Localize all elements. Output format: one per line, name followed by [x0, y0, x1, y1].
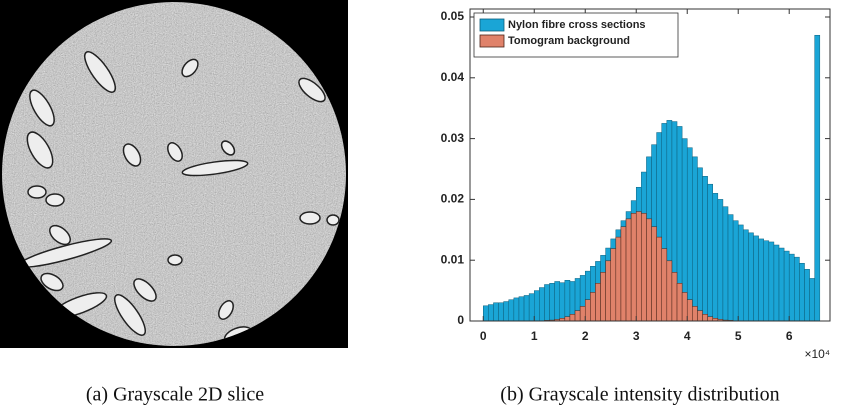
bar: [758, 238, 764, 322]
caption: (a) Grayscale 2D slice: [86, 384, 264, 406]
bar: [686, 147, 693, 322]
bar: [783, 250, 790, 322]
bar: [630, 213, 637, 322]
bar: [707, 316, 713, 322]
y-tick-label: 0.01: [441, 252, 465, 266]
bar: [788, 253, 795, 322]
x-tick-label: 0: [480, 329, 487, 343]
bar: [493, 302, 499, 322]
y-tick-label: 0.02: [441, 192, 465, 206]
bar: [737, 224, 744, 322]
bar: [809, 278, 815, 322]
bar: [615, 236, 622, 322]
bar: [528, 293, 535, 322]
bar: [753, 235, 759, 322]
bar: [564, 316, 571, 322]
bar: [488, 304, 494, 322]
bar: [513, 297, 520, 322]
x-tick-label: 6: [786, 329, 793, 343]
bar: [743, 229, 749, 322]
bar: [712, 193, 719, 322]
bar: [605, 260, 611, 322]
bar: [498, 302, 504, 322]
slice-image: [0, 0, 348, 348]
bar: [676, 283, 683, 322]
y-tick-label: 0.03: [441, 131, 465, 145]
bar: [503, 301, 510, 322]
bar: [778, 247, 785, 322]
bar: [763, 240, 770, 322]
bar: [620, 226, 627, 322]
bar: [671, 272, 678, 322]
x-tick-label: 4: [684, 329, 691, 343]
bar: [707, 183, 713, 322]
bar: [732, 220, 739, 322]
bar: [523, 295, 530, 322]
bar: [717, 199, 724, 322]
caption: (b) Grayscale intensity distribution: [500, 384, 779, 406]
bar: [748, 232, 754, 322]
legend-box: [473, 12, 679, 58]
bar: [610, 248, 617, 322]
x-multiplier: ×10⁴: [804, 347, 830, 361]
bar: [579, 306, 586, 322]
bar: [646, 218, 652, 322]
bar: [483, 305, 489, 322]
bar: [625, 218, 632, 322]
bar: [508, 299, 515, 322]
bar: [518, 296, 525, 322]
bar: [768, 241, 775, 322]
legend-swatch: [479, 34, 505, 48]
bar: [595, 283, 601, 322]
bar: [564, 280, 571, 322]
bar: [804, 269, 810, 322]
bar: [559, 282, 566, 322]
bar: [814, 34, 821, 322]
bar: [692, 306, 698, 322]
bar: [641, 213, 647, 322]
bar: [584, 299, 591, 322]
bar: [697, 167, 703, 322]
legend-label: Tomogram background: [508, 35, 630, 47]
bar: [661, 248, 668, 322]
bar: [539, 287, 545, 322]
bar: [794, 256, 800, 322]
bar: [697, 310, 703, 322]
x-tick-label: 2: [582, 329, 589, 343]
x-tick-label: 5: [735, 329, 742, 343]
bar: [549, 283, 555, 322]
bar: [727, 214, 734, 322]
bar: [651, 226, 657, 322]
bar: [600, 272, 606, 322]
bar: [544, 284, 550, 322]
x-tick-label: 3: [633, 329, 640, 343]
y-tick-label: 0.04: [441, 70, 465, 84]
bar: [692, 156, 698, 322]
legend-swatch: [479, 18, 505, 32]
legend-label: Nylon fibre cross sections: [508, 19, 646, 31]
y-tick-label: 0.05: [441, 9, 465, 23]
axes-box: [469, 8, 831, 322]
x-tick-label: 1: [531, 329, 538, 343]
bar: [666, 260, 673, 322]
bar: [722, 206, 729, 322]
bar: [799, 262, 805, 322]
bar: [686, 299, 693, 322]
bar: [569, 314, 576, 322]
bar: [681, 292, 688, 322]
bar: [554, 281, 560, 322]
bar: [702, 314, 708, 322]
bar: [590, 292, 596, 322]
y-tick-label: 0: [457, 313, 464, 327]
bar: [773, 244, 780, 322]
bar: [533, 290, 540, 322]
bar: [635, 211, 642, 322]
bar: [702, 176, 708, 322]
bar: [656, 236, 662, 322]
bar: [574, 310, 581, 322]
histogram: 0 0.01 0.02 0.03 0.04 0.05 0 1 2 3 4 5 6 ×10⁴ Nylon fi…: [441, 8, 831, 361]
